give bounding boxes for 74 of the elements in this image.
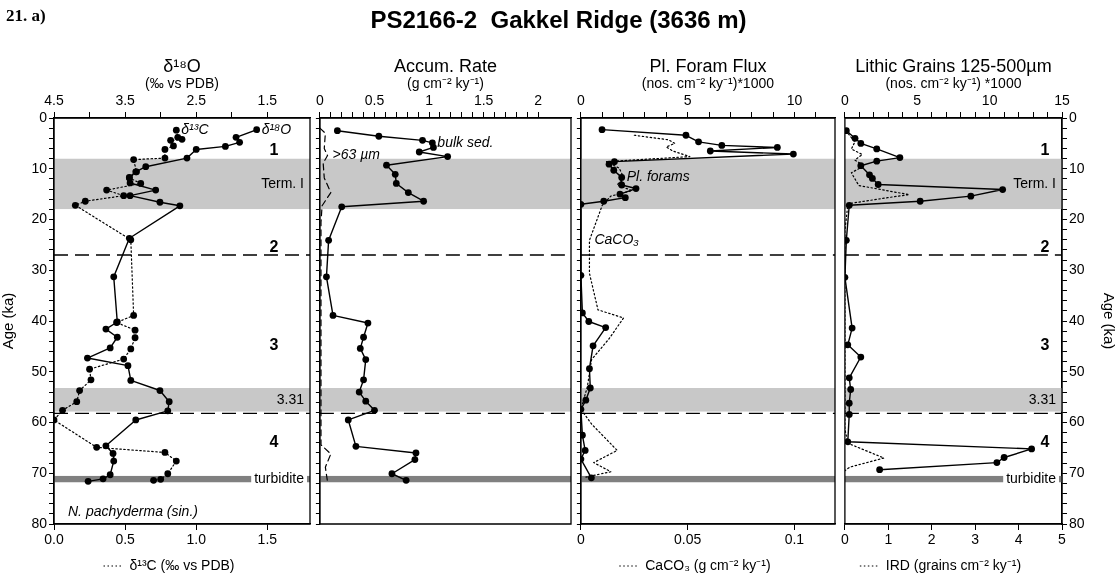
series-label: CaCO₃ — [594, 231, 640, 248]
x-tick-label: 4 — [1014, 531, 1023, 548]
y-tick-label: 40 — [1069, 311, 1085, 328]
series-label: bulk sed. — [437, 133, 494, 150]
x-tick-label: 1.5 — [257, 531, 278, 548]
annotation: 3 — [1040, 335, 1050, 353]
y-tick-label: 20 — [1069, 210, 1085, 227]
y-tick-label: 70 — [1069, 464, 1085, 481]
x-tick-label: 0.1 — [784, 531, 805, 548]
x-tick-label: 0.5 — [115, 531, 136, 548]
x2-axis-title: Pl. Foram Flux (nos. cm⁻² ky⁻¹)*1000 — [641, 55, 775, 91]
y-tick-label: 60 — [1069, 413, 1085, 430]
annotation: 4 — [1040, 433, 1050, 451]
band-label: turbidite — [1006, 469, 1057, 486]
x-tick-label: 1 — [425, 92, 434, 109]
x2-tick-label: 2.5 — [186, 92, 207, 109]
x2-tick-label: 15 — [1054, 92, 1070, 109]
x-tick-label: 3 — [971, 531, 980, 548]
y-tick-label: 60 — [31, 413, 48, 430]
x-tick-label: 0 — [315, 92, 324, 109]
x2-tick-label: 10 — [786, 92, 803, 109]
series-label: δ¹⁸O — [261, 120, 292, 137]
x-tick-label: 0.0 — [44, 531, 64, 548]
x-tick-label: 1.0 — [186, 531, 207, 548]
x2-tick-label: 3.5 — [115, 92, 136, 109]
x2-axis-title: δ¹⁸O (‰ vs PDB) — [145, 55, 219, 91]
y-tick-label: 30 — [31, 261, 48, 278]
y-tick-label: 50 — [31, 362, 48, 379]
x-tick-label: 1 — [884, 531, 893, 548]
x2-axis-title: Lithic Grains 125-500µm (nos. cm⁻² ky⁻¹) *1000 — [855, 55, 1052, 91]
y-tick-label: 10 — [31, 159, 48, 176]
text: N. pachyderma (sin.) — [68, 502, 198, 519]
x-tick-label: 2 — [927, 531, 936, 548]
y-tick-label: 10 — [1069, 159, 1085, 176]
y-tick-label: 80 — [1069, 514, 1085, 531]
y-axis-title: Age (ka) — [1100, 292, 1117, 350]
x2-tick-label: 10 — [981, 92, 998, 109]
annotation: 3 — [269, 335, 279, 353]
y-tick-label: 0 — [1069, 108, 1077, 125]
band-label: Term. I — [261, 174, 304, 191]
y-tick-label: 70 — [31, 464, 48, 481]
y-tick-label: 30 — [1069, 261, 1085, 278]
y-axis-title: Age (ka) — [0, 292, 17, 350]
band-label: Term. I — [1013, 174, 1056, 191]
x-tick-label: 5 — [1058, 531, 1067, 548]
y-tick-label: 0 — [39, 108, 48, 125]
y-tick-label: 20 — [31, 210, 48, 227]
x-tick-label: 0.5 — [364, 92, 385, 109]
series-label: δ¹³C — [181, 121, 210, 138]
annotation: 4 — [269, 433, 279, 451]
x-axis-title: Accum. Rate (g cm⁻² ky⁻¹) — [393, 55, 497, 91]
chart-title: 21. a) — [6, 6, 46, 26]
annotation: 2 — [269, 238, 279, 256]
y-tick-label: 80 — [31, 514, 48, 531]
series-label: Pl. forams — [626, 168, 690, 185]
y-tick-label: 50 — [1069, 362, 1085, 379]
x-axis-title: δ¹³C (‰ vs PDB) — [129, 556, 235, 573]
x-axis-title: IRD (grains cm⁻² ky⁻¹) — [885, 556, 1022, 573]
band-label: 3.31 — [1028, 390, 1057, 407]
x-tick-label: 0.05 — [674, 531, 702, 548]
series-label: >63 µm — [332, 146, 381, 163]
x-tick-label: 1.5 — [473, 92, 494, 109]
x-tick-label: 0 — [840, 531, 849, 548]
x-axis-title: CaCO₃ (g cm⁻² ky⁻¹) — [645, 556, 771, 573]
annotation: 1 — [269, 140, 279, 158]
x2-tick-label: 4.5 — [44, 92, 64, 109]
chart-title: PS2166-2 Gakkel Ridge (3636 m) — [370, 6, 747, 33]
x-tick-label: 0 — [576, 531, 585, 548]
annotation: 2 — [1040, 238, 1050, 256]
y-tick-label: 40 — [31, 311, 48, 328]
annotation: 1 — [1040, 140, 1050, 158]
band-label: turbidite — [254, 469, 305, 486]
x-tick-label: 2 — [534, 92, 543, 109]
band-label: 3.31 — [276, 390, 305, 407]
